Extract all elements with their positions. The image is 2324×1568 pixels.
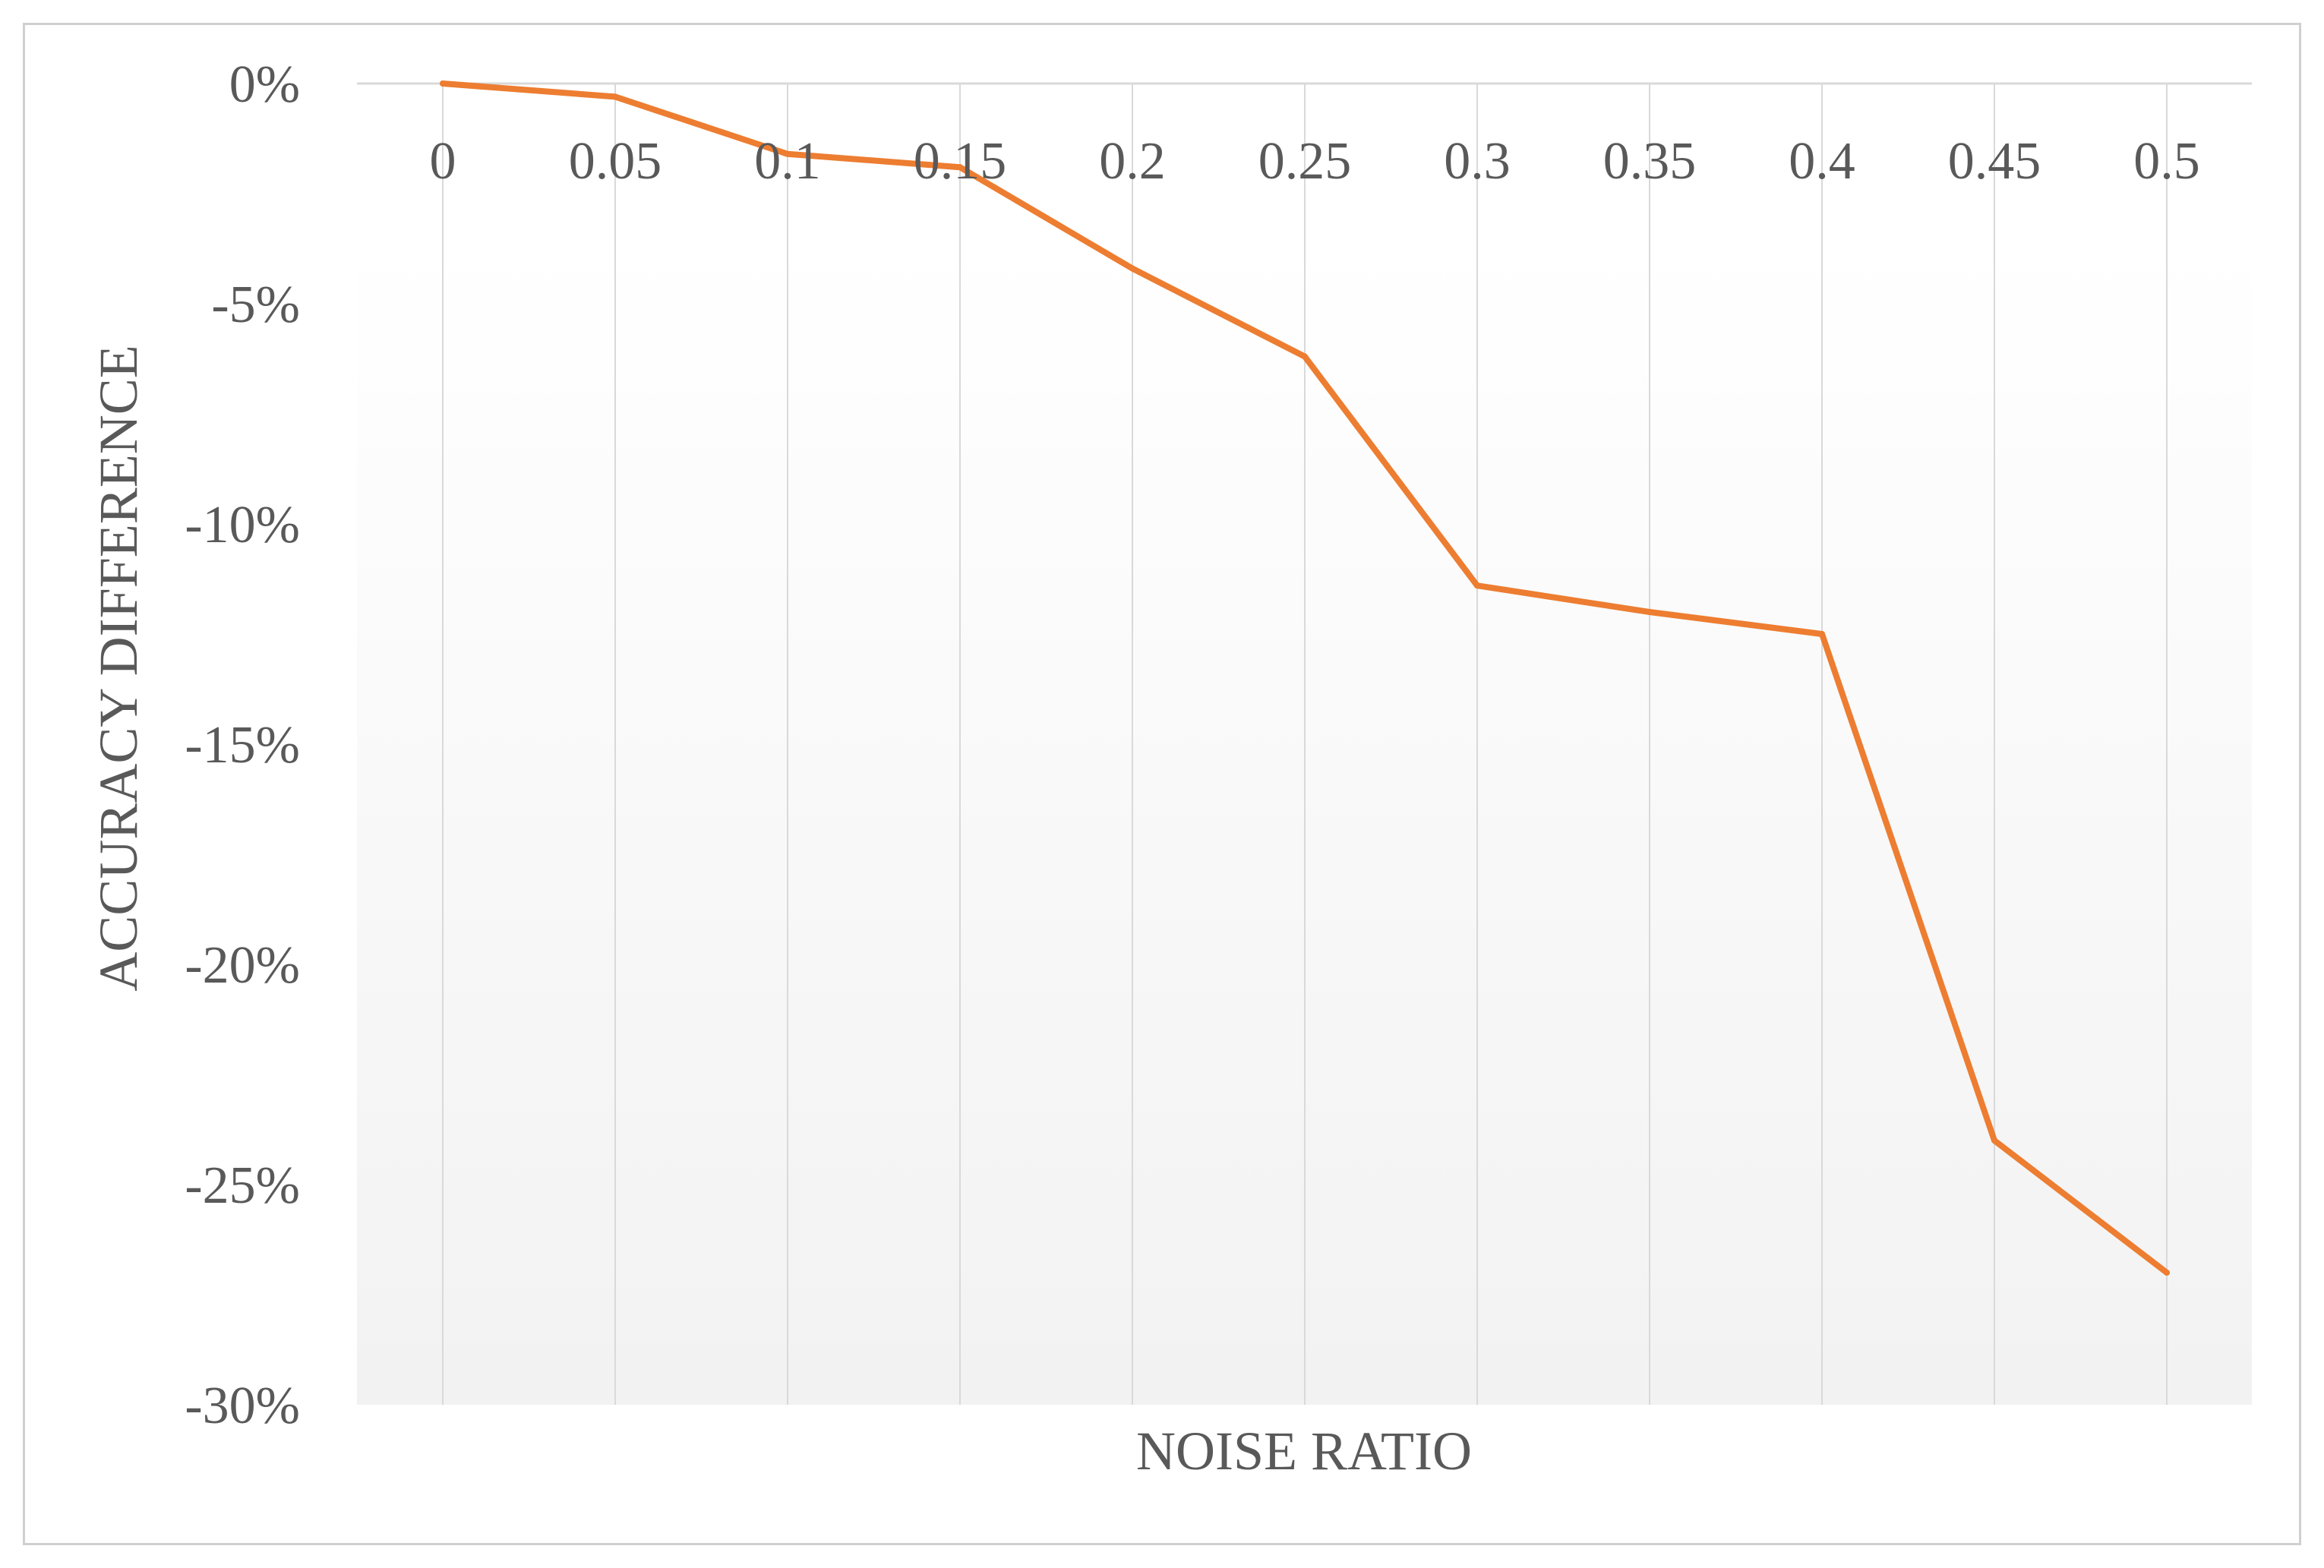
x-tick-label-0: 0: [430, 132, 456, 191]
data-point-10: [2164, 1270, 2170, 1276]
data-point-6: [1474, 582, 1480, 589]
x-tick-label-7: 0.35: [1603, 132, 1697, 191]
y-tick-label-5: -25%: [185, 1156, 300, 1215]
x-tick-label-3: 0.15: [914, 132, 1007, 191]
y-tick-label-3: -15%: [185, 716, 300, 775]
x-tick-label-8: 0.4: [1789, 132, 1855, 191]
y-tick-label-4: -20%: [185, 936, 300, 995]
data-point-5: [1302, 353, 1308, 360]
x-tick-label-1: 0.05: [569, 132, 662, 191]
y-axis-title: ACCURACY DIFFERENCE: [88, 345, 149, 991]
data-point-9: [1991, 1137, 1997, 1144]
y-tick-label-1: -5%: [211, 276, 300, 334]
data-point-0: [440, 80, 446, 87]
x-tick-label-6: 0.3: [1444, 132, 1511, 191]
x-tick-label-2: 0.1: [754, 132, 821, 191]
tick-labels: 0 0.05 0.1 0.15 0.2 0.25 0.3 0.35 0.4 0.45 0.5 0% -5…: [185, 55, 2199, 1435]
y-tick-label-2: -10%: [185, 496, 300, 554]
x-tick-label-10: 0.5: [2133, 132, 2200, 191]
series-layer: [440, 80, 2170, 1276]
data-point-2: [785, 150, 791, 157]
data-point-1: [612, 93, 618, 100]
x-axis-title: NOISE RATIO: [1136, 1421, 1472, 1481]
y-tick-label-6: -30%: [185, 1377, 300, 1435]
x-tick-label-4: 0.2: [1099, 132, 1166, 191]
y-tick-label-0: 0%: [229, 55, 300, 114]
data-point-8: [1819, 631, 1825, 637]
x-tick-label-9: 0.45: [1948, 132, 2041, 191]
gridlines: [442, 84, 2168, 1405]
data-point-3: [957, 164, 963, 171]
x-tick-label-5: 0.25: [1258, 132, 1352, 191]
data-point-7: [1647, 609, 1653, 615]
data-point-4: [1129, 265, 1135, 272]
